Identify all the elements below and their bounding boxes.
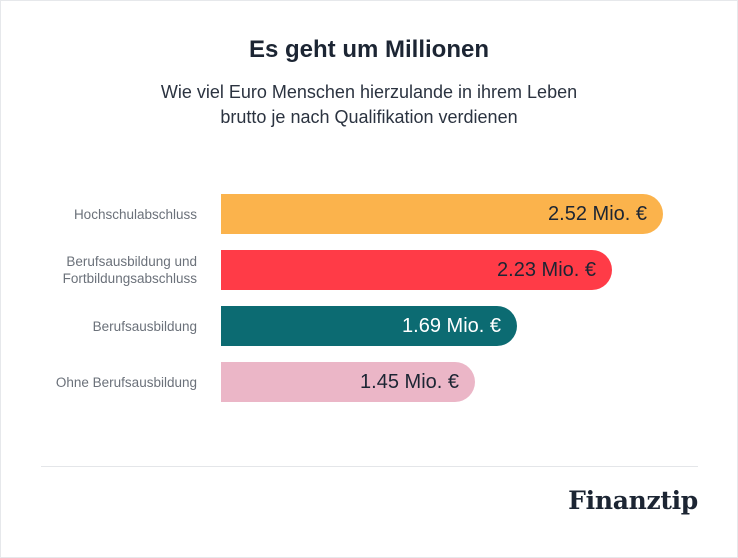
category-label: Berufsausbildung — [0, 318, 197, 335]
category-label: Ohne Berufsausbildung — [0, 374, 197, 391]
chart-title: Es geht um Millionen — [248, 36, 489, 63]
bar — [221, 306, 517, 346]
chart-subtitle: Wie viel Euro Menschen hierzulande in ih… — [120, 80, 618, 130]
category-label: Berufsausbildung und Fortbildungsabschlus… — [0, 253, 197, 287]
divider — [41, 466, 698, 467]
bar — [221, 194, 663, 234]
category-label-line: Fortbildungsabschluss — [62, 271, 197, 286]
category-label: Hochschulabschluss — [0, 206, 197, 223]
category-label-line: Hochschulabschluss — [73, 206, 197, 222]
bar-value-label: 2.52 Mio. € — [548, 203, 647, 225]
bar-value-label: 1.69 Mio. € — [402, 315, 501, 337]
finanztip-logo: Finanztip — [568, 486, 698, 515]
subtitle-line-2: brutto je nach Qualifikation verdienen — [220, 107, 518, 127]
bar-value-label: 1.45 Mio. € — [360, 371, 459, 393]
category-label-line: Berufsausbildung — [92, 318, 197, 334]
bar — [221, 250, 612, 290]
bar — [221, 362, 475, 402]
category-label-line: Ohne Berufsausbildung — [55, 374, 197, 390]
bar-value-label: 2.23 Mio. € — [497, 259, 596, 281]
category-label-line: Berufsausbildung und — [66, 254, 197, 269]
subtitle-line-1: Wie viel Euro Menschen hierzulande in ih… — [160, 82, 578, 102]
